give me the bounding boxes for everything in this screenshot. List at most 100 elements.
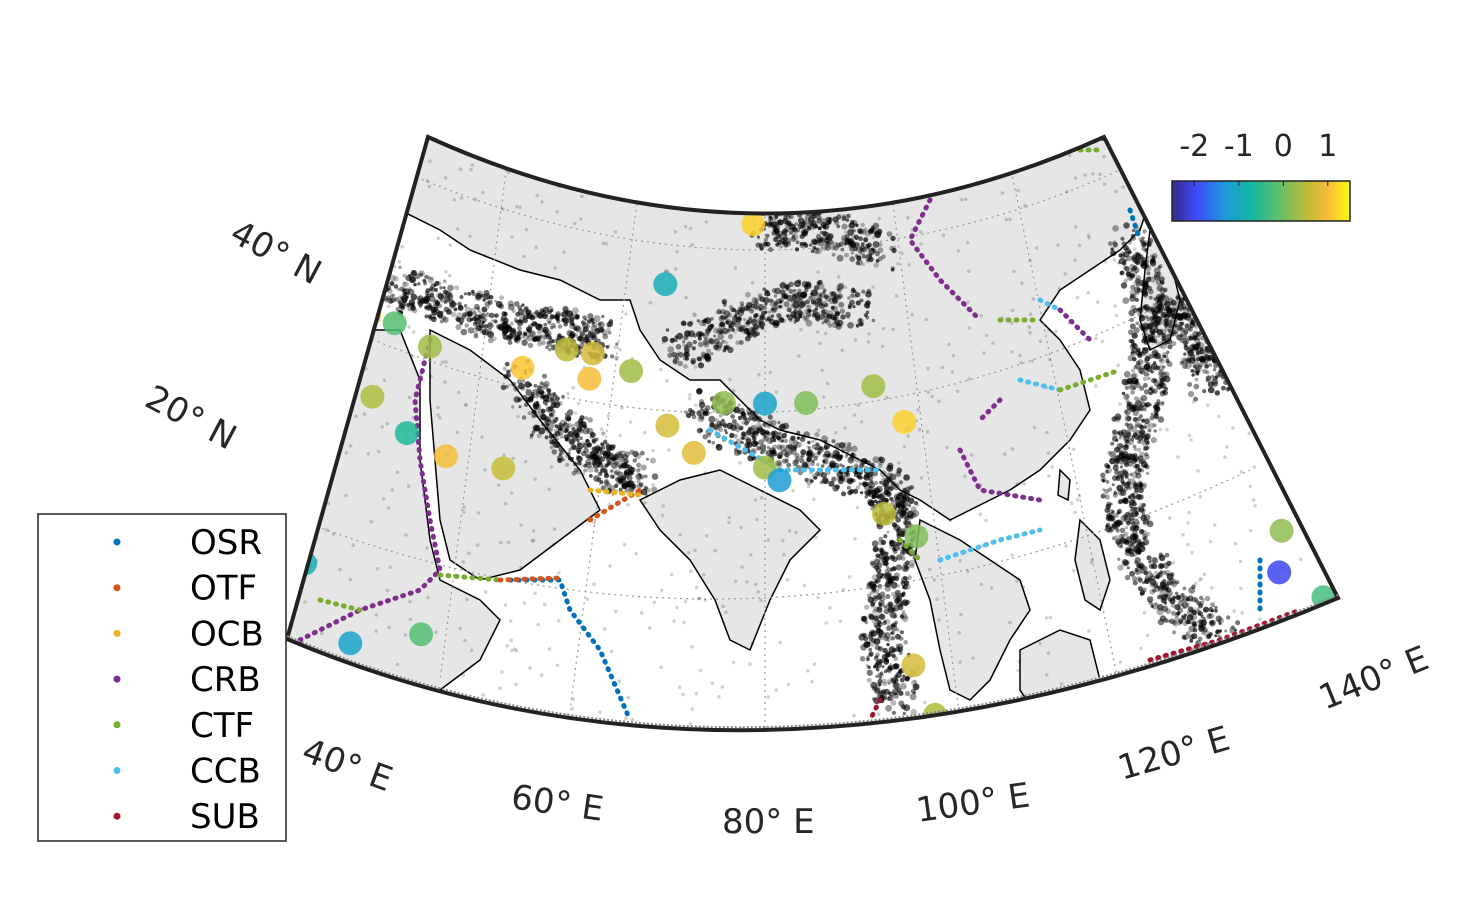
seismic-event <box>795 441 802 448</box>
seismic-event <box>1187 595 1194 602</box>
seismic-event <box>872 697 876 701</box>
seismic-event <box>903 575 908 581</box>
seismic-event <box>509 619 513 623</box>
seismic-event <box>820 218 826 223</box>
seismic-event <box>609 469 614 473</box>
seismic-event <box>555 210 560 214</box>
seismic-event <box>424 305 429 310</box>
seismic-event <box>902 711 906 716</box>
seismic-event <box>546 388 552 393</box>
seismic-event <box>739 427 743 431</box>
seismic-event <box>802 241 806 246</box>
seismic-event <box>548 348 552 352</box>
seismic-event <box>348 444 353 448</box>
seismic-event <box>696 427 703 434</box>
seismic-event <box>799 291 807 299</box>
seismic-event <box>729 434 733 439</box>
seismic-event <box>898 636 904 641</box>
legend-marker <box>113 812 121 820</box>
seismic-event <box>1225 445 1229 449</box>
seismic-event <box>1284 352 1288 356</box>
seismic-event <box>438 315 443 320</box>
seismic-event <box>1315 174 1319 178</box>
seismic-event <box>1175 295 1180 300</box>
seismic-event <box>788 213 794 220</box>
seismic-event <box>1138 545 1146 553</box>
seismic-event <box>1157 320 1162 326</box>
seismic-event <box>385 588 390 593</box>
seismic-event <box>878 646 882 650</box>
seismic-event <box>500 384 507 391</box>
seismic-event <box>783 301 790 308</box>
seismic-event <box>777 436 782 441</box>
legend-label: CRB <box>190 660 261 700</box>
seismic-event <box>309 314 313 319</box>
seismic-event <box>1190 368 1194 373</box>
seismic-event <box>351 543 356 547</box>
seismic-event <box>852 488 859 495</box>
latitude-labels: 40° N20° N <box>139 213 328 459</box>
seismic-event <box>1325 450 1330 455</box>
seismic-event <box>487 322 494 329</box>
seismic-event <box>1188 391 1195 398</box>
seismic-event <box>599 427 604 432</box>
seismic-event <box>430 276 434 281</box>
seismic-event <box>788 443 794 450</box>
seismic-event <box>1192 607 1197 611</box>
seismic-event <box>874 580 879 584</box>
seismic-event <box>1155 315 1162 323</box>
seismic-event <box>452 197 457 202</box>
seismic-event <box>790 303 795 309</box>
seismic-event <box>810 292 814 296</box>
seismic-event <box>1124 525 1129 530</box>
seismic-event <box>1202 270 1207 275</box>
legend-label: CCB <box>190 752 261 792</box>
seismic-event <box>740 565 744 569</box>
seismic-event <box>603 480 610 486</box>
borneo-land <box>1019 629 1101 721</box>
seismic-event <box>1124 266 1130 272</box>
seismic-event <box>318 175 323 180</box>
seismic-event <box>867 665 871 670</box>
seismic-event <box>1176 296 1183 303</box>
seismic-event <box>566 391 570 396</box>
seismic-event <box>788 448 794 454</box>
seismic-event <box>1150 604 1155 608</box>
legend-label: SUB <box>190 797 260 837</box>
seismic-event <box>819 480 824 485</box>
seismic-event <box>1137 577 1143 583</box>
seismic-event <box>1142 446 1148 452</box>
seismic-event <box>1126 566 1130 570</box>
value-point <box>1439 714 1463 738</box>
seismic-event <box>1152 191 1157 196</box>
seismic-event <box>1165 427 1169 432</box>
seismic-event <box>453 307 458 312</box>
seismic-event <box>1057 287 1061 291</box>
seismic-event <box>1133 280 1140 286</box>
seismic-event <box>1318 532 1322 536</box>
seismic-event <box>1077 494 1082 498</box>
seismic-event <box>1121 563 1125 567</box>
seismic-event <box>1215 372 1221 377</box>
seismic-event <box>836 275 841 279</box>
seismic-event <box>878 690 885 697</box>
seismic-event <box>820 321 825 326</box>
seismic-event <box>1136 360 1141 365</box>
seismic-event <box>889 539 894 545</box>
lon-label: 120° E <box>1113 719 1234 789</box>
seismic-event <box>500 318 504 322</box>
seismic-event <box>1112 242 1119 248</box>
seismic-event <box>1142 611 1147 615</box>
seismic-event <box>1176 455 1180 459</box>
seismic-event <box>448 273 452 278</box>
seismic-event <box>519 523 523 527</box>
seismic-event <box>591 457 597 463</box>
seismic-event <box>721 327 729 335</box>
seismic-event <box>937 399 941 404</box>
seismic-event <box>814 285 819 291</box>
seismic-event <box>630 717 635 722</box>
seismic-event <box>694 585 699 590</box>
seismic-event <box>1124 472 1130 477</box>
seismic-event <box>1143 425 1147 429</box>
seismic-event <box>864 489 870 496</box>
